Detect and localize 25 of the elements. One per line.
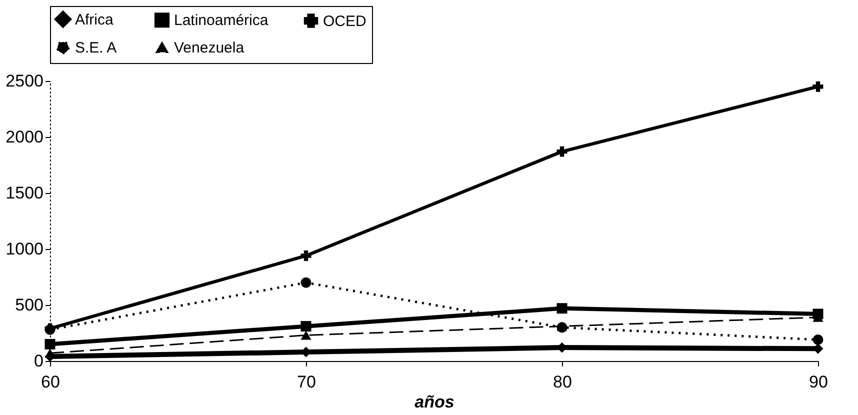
y-tick-label: 2000 xyxy=(6,128,44,146)
y-tick-label: 1000 xyxy=(6,240,44,258)
point xyxy=(300,250,312,261)
point xyxy=(812,334,824,345)
point xyxy=(300,330,312,340)
legend-label: Venezuela xyxy=(174,40,245,56)
y-tick-label: 500 xyxy=(15,296,44,314)
point xyxy=(300,321,312,332)
point xyxy=(300,277,312,288)
x-tick-label: 70 xyxy=(297,372,316,392)
x-tick-label: 90 xyxy=(809,372,828,392)
x-tick-label: 80 xyxy=(553,372,572,392)
x-tick-label: 60 xyxy=(41,372,60,392)
legend-label: OCED xyxy=(323,12,367,30)
y-tick-label: 1500 xyxy=(6,184,44,202)
legend-label: S.E. A xyxy=(75,40,117,56)
point xyxy=(44,338,56,350)
point xyxy=(556,146,568,157)
point xyxy=(556,303,568,314)
x-axis-title: años xyxy=(414,392,454,412)
y-tick-label: 2500 xyxy=(6,72,44,90)
legend-label: Latinoamérica xyxy=(174,12,269,30)
point xyxy=(812,81,824,92)
y-tick-label: 0 xyxy=(34,352,44,370)
legend-label: Africa xyxy=(75,11,114,28)
